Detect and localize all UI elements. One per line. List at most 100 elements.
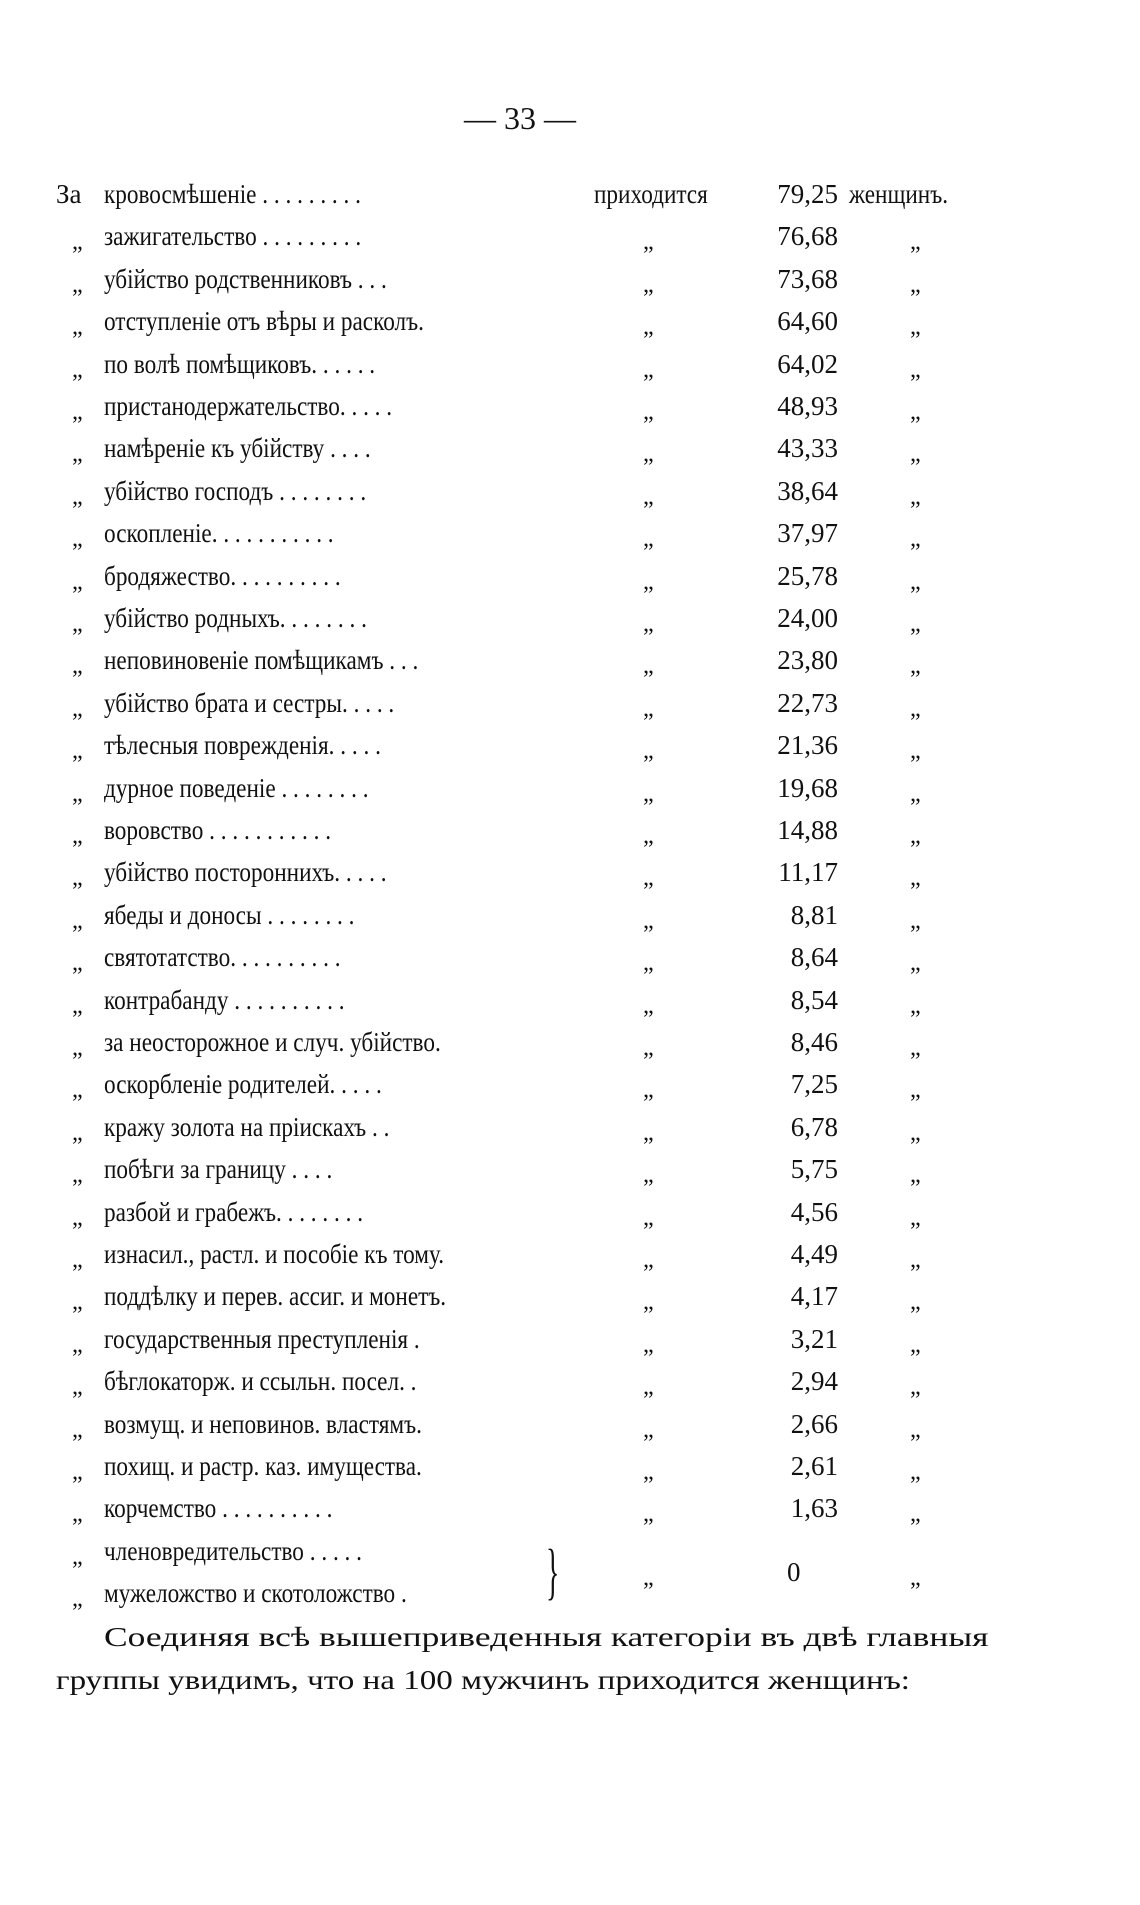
row-ditto-unit: „ xyxy=(910,1501,921,1528)
row-ditto-prefix: „ xyxy=(72,1374,83,1401)
row-ditto-verb: „ xyxy=(643,823,654,849)
row-value: 43,33 xyxy=(777,433,838,464)
row-value: 0 xyxy=(787,1557,801,1587)
row-ditto-unit: „ xyxy=(910,1416,921,1443)
row-value: 4,17 xyxy=(790,1281,838,1312)
row-ditto-unit: „ xyxy=(910,695,921,722)
row-label: мужеложство и скотоложство . xyxy=(104,1578,407,1609)
row-ditto-prefix: „ xyxy=(72,695,83,722)
row-ditto-unit: „ xyxy=(910,483,921,510)
row-value: 79,25 xyxy=(777,179,838,209)
paragraph-line-2: группы увидимъ, что на 100 мужчинъ прихо… xyxy=(56,1665,910,1695)
row-ditto-prefix: „ xyxy=(72,1543,83,1570)
row-ditto-unit: „ xyxy=(910,399,921,425)
row-ditto-prefix: „ xyxy=(72,865,83,892)
row-label: отступленіе отъ вѣры и расколъ. xyxy=(104,306,424,337)
row-ditto-verb: „ xyxy=(643,1331,654,1358)
row-value: 2,94 xyxy=(790,1366,838,1397)
row-value: 76,68 xyxy=(777,221,838,252)
row-ditto-unit: „ xyxy=(910,1035,921,1061)
row-value: 3,21 xyxy=(790,1323,838,1354)
row-ditto-verb: „ xyxy=(643,399,654,425)
row-prefix: За xyxy=(56,179,82,209)
row-label: воровство . . . . . . . . . . . xyxy=(104,815,332,845)
row-ditto-prefix: „ xyxy=(72,611,83,637)
row-label: поддѣлку и перев. ассиг. и монетъ. xyxy=(104,1281,447,1312)
row-ditto-prefix: „ xyxy=(72,823,83,849)
row-ditto-prefix: „ xyxy=(72,1162,83,1189)
row-ditto-verb: „ xyxy=(643,356,654,383)
row-value: 8,64 xyxy=(790,942,838,973)
row-ditto-prefix: „ xyxy=(72,1119,83,1146)
row-ditto-verb: „ xyxy=(643,1289,654,1316)
page-number: — 33 — xyxy=(464,100,576,136)
row-value: 4,49 xyxy=(790,1239,838,1269)
row-label: государственныя преступленія . xyxy=(104,1323,420,1354)
row-ditto-verb: „ xyxy=(643,483,654,510)
row-label: побѣги за границу . . . . xyxy=(104,1154,333,1185)
row-ditto-prefix: „ xyxy=(72,1035,83,1061)
row-label: убійство родственниковъ . . . xyxy=(104,263,387,294)
row-ditto-prefix: „ xyxy=(72,314,83,341)
row-label: намѣреніе къ убійству . . . . xyxy=(104,433,371,464)
row-value: 14,88 xyxy=(777,815,838,845)
row-ditto-prefix: „ xyxy=(72,568,83,595)
row-label: тѣлесныя поврежденія. . . . . xyxy=(104,730,381,761)
row-ditto-verb: „ xyxy=(643,1204,654,1231)
row-ditto-verb: „ xyxy=(643,738,654,765)
row-ditto-unit: „ xyxy=(910,611,921,637)
row-ditto-verb: „ xyxy=(643,907,654,934)
row-ditto-verb: „ xyxy=(643,229,654,256)
row-ditto-verb: „ xyxy=(643,1162,654,1189)
row-value: 19,68 xyxy=(777,772,838,803)
row-value: 4,56 xyxy=(790,1196,838,1227)
row-label: бѣглокаторж. и ссыльн. посел. . xyxy=(104,1366,417,1397)
row-ditto-prefix: „ xyxy=(72,1459,83,1485)
row-ditto-verb: „ xyxy=(643,1565,654,1591)
row-ditto-unit: „ xyxy=(910,1289,921,1316)
row-ditto-unit: „ xyxy=(910,1374,921,1401)
row-value: 64,60 xyxy=(777,306,838,337)
row-label: членовредительство . . . . . xyxy=(104,1535,362,1566)
row-ditto-prefix: „ xyxy=(72,1077,83,1104)
row-value: 22,73 xyxy=(777,687,838,718)
row-ditto-unit: „ xyxy=(910,1204,921,1231)
row-ditto-unit: „ xyxy=(910,271,921,298)
row-label: кражу золота на пріискахъ . . xyxy=(104,1111,390,1142)
row-ditto-verb: „ xyxy=(643,568,654,595)
row-label: бродяжество. . . . . . . . . . xyxy=(104,560,341,591)
row-ditto-unit: „ xyxy=(910,1119,921,1146)
row-ditto-unit: „ xyxy=(910,314,921,341)
row-ditto-unit: „ xyxy=(910,441,921,468)
row-label: ябеды и доносы . . . . . . . . xyxy=(104,899,355,930)
row-ditto-verb: „ xyxy=(643,314,654,341)
row-label: пристанодержательство. . . . . xyxy=(104,391,393,421)
row-label: зажигательство . . . . . . . . . xyxy=(104,221,362,252)
row-ditto-unit: „ xyxy=(910,356,921,383)
row-value: 37,97 xyxy=(777,518,838,549)
row-ditto-prefix: „ xyxy=(72,526,83,553)
row-ditto-unit: „ xyxy=(910,823,921,849)
row-ditto-verb: „ xyxy=(643,1459,654,1485)
row-ditto-prefix: „ xyxy=(72,950,83,977)
row-ditto-unit: „ xyxy=(910,229,921,256)
row-value: 38,64 xyxy=(777,475,838,506)
row-ditto-prefix: „ xyxy=(72,738,83,765)
row-ditto-prefix: „ xyxy=(72,271,83,298)
row-ditto-verb: „ xyxy=(643,611,654,637)
row-ditto-prefix: „ xyxy=(72,780,83,807)
row-ditto-prefix: „ xyxy=(72,356,83,383)
row-label: возмущ. и неповинов. властямъ. xyxy=(104,1408,422,1439)
row-ditto-verb: „ xyxy=(643,1501,654,1528)
row-ditto-prefix: „ xyxy=(72,483,83,510)
row-ditto-unit: „ xyxy=(910,526,921,553)
row-verb: приходится xyxy=(594,179,708,209)
row-value: 11,17 xyxy=(778,857,838,888)
row-unit: женщинъ. xyxy=(849,179,949,209)
row-ditto-verb: „ xyxy=(643,1374,654,1401)
row-label: оскорбленіе родителей. . . . . xyxy=(104,1069,382,1100)
row-ditto-unit: „ xyxy=(910,1247,921,1273)
row-ditto-verb: „ xyxy=(643,865,654,892)
row-ditto-verb: „ xyxy=(643,1077,654,1104)
